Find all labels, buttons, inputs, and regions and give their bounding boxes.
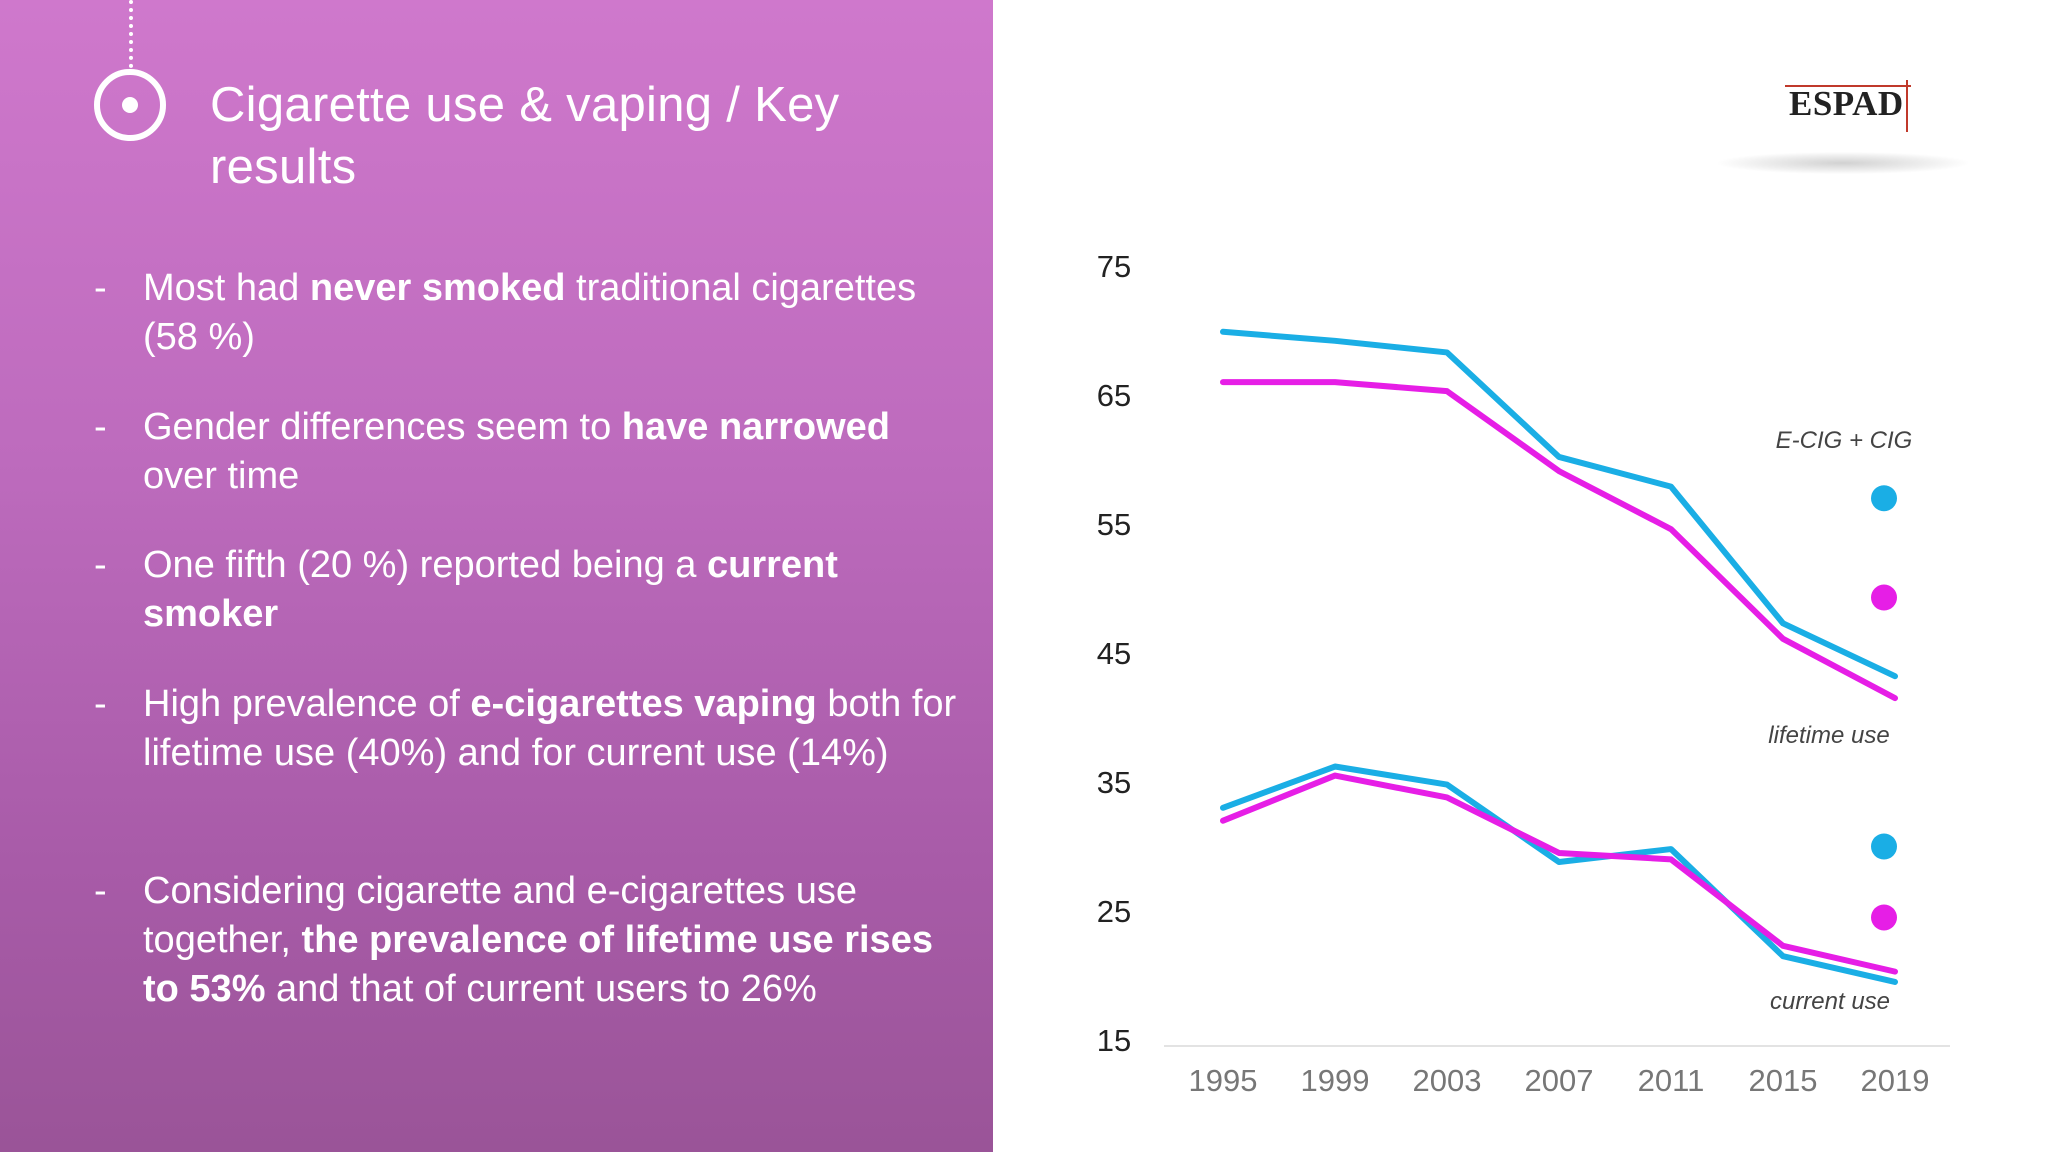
slide-title: Cigarette use & vaping / Key results: [210, 78, 840, 194]
y-tick-label: 75: [1097, 249, 1131, 284]
bullet-dash: -: [94, 267, 107, 309]
extra-point: [1871, 904, 1897, 931]
x-tick-label: 2015: [1749, 1063, 1818, 1098]
annotation-lifetime-use: lifetime use: [1768, 722, 1889, 749]
right-panel: [993, 0, 2048, 1152]
bullet-emphasis: the prevalence of lifetime use rises to …: [143, 919, 933, 1010]
bullet-emphasis: have narrowed: [621, 406, 891, 448]
bullet-segment: Gender differences seem to: [143, 406, 622, 448]
y-tick-label: 65: [1097, 378, 1131, 413]
y-tick-label: 15: [1097, 1023, 1131, 1058]
extra-point: [1871, 584, 1897, 611]
bullet-text: Considering cigarette and e-cigarettes u…: [143, 867, 963, 1014]
y-tick-label: 35: [1097, 765, 1131, 800]
series-line: [1220, 763, 1898, 985]
target-icon: [94, 69, 166, 141]
bullet-segment: Most had: [143, 267, 310, 309]
series-line: [1220, 772, 1898, 975]
series-line: [1220, 379, 1898, 702]
x-tick-label: 2007: [1525, 1063, 1594, 1098]
bullet-segment: Considering cigarette and e-cigarettes u…: [143, 870, 857, 961]
bullet-emphasis: current smoker: [143, 544, 838, 635]
x-axis-ticks: 1995 1999 2003 2007 2011 2015 2019: [1189, 1063, 1930, 1098]
x-tick-label: 2019: [1861, 1063, 1930, 1098]
left-panel: Cigarette use & vaping / Key results - Mo…: [0, 0, 993, 1152]
bullet-text: High prevalence of e-cigarettes vaping b…: [143, 680, 963, 778]
annotation-ecig-cig: E-CIG + CIG: [1776, 427, 1913, 454]
bullet-segment: One fifth (20 %) reported being a: [143, 544, 707, 586]
bullet-emphasis: e-cigarettes vaping: [470, 683, 817, 725]
bullet-dash: -: [94, 406, 107, 448]
y-tick-label: 55: [1097, 507, 1131, 542]
extra-point: [1871, 833, 1897, 860]
dotted-connector-line: [129, 0, 133, 68]
annotation-current-use: current use: [1770, 988, 1890, 1015]
series-layer: [1220, 328, 1898, 985]
bullet-text: One fifth (20 %) reported being a curren…: [143, 541, 963, 639]
bullet-dash: -: [94, 683, 107, 725]
x-tick-label: 1995: [1189, 1063, 1258, 1098]
espad-logo: ESPAD: [1783, 80, 1923, 132]
bullet-segment: both for lifetime use (40%) and for curr…: [143, 683, 957, 774]
bullet-emphasis: never smoked: [309, 267, 566, 309]
bullet-dash: -: [94, 544, 107, 586]
logo-lines: [1785, 80, 1911, 132]
bullet-segment: and that of current users to 26%: [265, 968, 817, 1010]
bullet-text: Most had never smoked traditional cigare…: [143, 264, 963, 362]
x-tick-label: 2003: [1413, 1063, 1482, 1098]
extra-points-layer: [1871, 485, 1897, 931]
y-tick-label: 45: [1097, 636, 1131, 671]
x-tick-label: 1999: [1301, 1063, 1370, 1098]
logo-text: ESPAD: [1789, 84, 1904, 123]
series-line: [1220, 328, 1898, 680]
y-tick-label: 25: [1097, 894, 1131, 929]
bullet-segment: High prevalence of: [143, 683, 471, 725]
x-tick-label: 2011: [1638, 1063, 1705, 1098]
bullet-dash: -: [94, 870, 107, 912]
line-chart: 75 65 55 45 35 25 15 1995 1999 2003 2007 2011 2015 2…: [1097, 249, 1950, 1098]
y-axis-ticks: 75 65 55 45 35 25 15: [1097, 249, 1131, 1058]
bullet-segment: traditional cigarettes (58 %): [143, 267, 917, 358]
logo-shadow: [1718, 152, 1968, 174]
annotation-layer: E-CIG + CIG lifetime use current use: [1768, 427, 1912, 1015]
bullet-segment: over time: [143, 455, 300, 497]
extra-point: [1871, 485, 1897, 512]
bullet-text: Gender differences seem to have narrowed…: [143, 403, 963, 501]
